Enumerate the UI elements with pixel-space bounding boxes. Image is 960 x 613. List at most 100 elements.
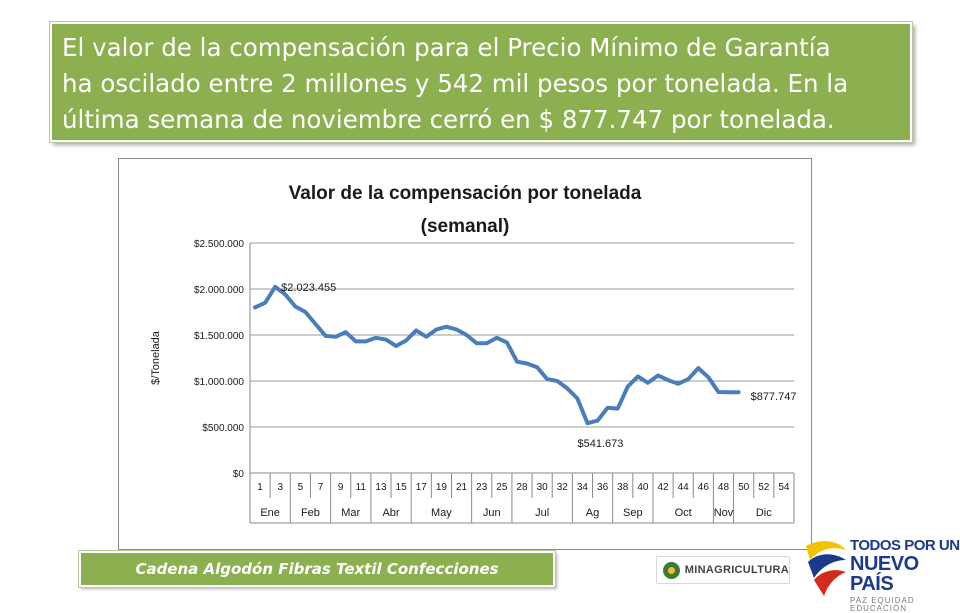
x-week-tick-label: 54	[778, 482, 790, 493]
headline-line-2: ha oscilado entre 2 millones y 542 mil p…	[62, 69, 849, 98]
series-point	[656, 374, 660, 377]
x-week-tick-label: 1	[257, 482, 263, 493]
x-week-tick-label: 40	[637, 482, 649, 493]
series-point	[284, 293, 287, 296]
x-week-tick-label: 48	[718, 482, 730, 493]
x-month-label: Jul	[535, 507, 549, 519]
x-month-label: Abr	[382, 507, 399, 519]
series-point	[525, 362, 529, 365]
x-week-tick-label: 15	[396, 482, 408, 493]
series-point	[344, 331, 347, 334]
y-tick-label: $2.500.000	[194, 239, 244, 250]
chain-footer-label: Cadena Algodón Fibras Textil Confeccione…	[135, 560, 499, 578]
chart-title-line-1: Valor de la compensación por tonelada	[289, 183, 642, 204]
x-week-tick-label: 7	[318, 482, 324, 493]
series-point	[394, 344, 398, 348]
series-point	[324, 334, 327, 338]
y-tick-label: $1.000.000	[194, 377, 244, 388]
x-week-tick-label: 34	[577, 482, 589, 493]
series-point	[404, 339, 408, 342]
x-month-label: Ene	[260, 507, 280, 519]
series-point	[606, 406, 609, 409]
x-week-tick-label: 21	[456, 482, 468, 493]
series-point	[676, 382, 680, 385]
series-point	[616, 407, 619, 410]
series-point	[475, 342, 478, 345]
x-week-tick-label: 46	[698, 482, 710, 493]
series-point	[374, 336, 378, 339]
series-point	[556, 379, 559, 383]
x-week-tick-label: 13	[375, 482, 387, 493]
x-week-tick-label: 38	[617, 482, 629, 493]
x-week-tick-label: 28	[516, 482, 528, 493]
x-week-tick-label: 52	[758, 482, 770, 493]
x-month-label: May	[431, 507, 452, 519]
x-week-tick-label: 17	[416, 482, 428, 493]
y-tick-label: $500.000	[202, 423, 244, 434]
series-point	[415, 329, 418, 332]
x-week-tick-label: 50	[738, 482, 750, 493]
x-week-tick-label: 3	[277, 482, 283, 493]
x-month-label: Mar	[341, 507, 360, 519]
x-month-label: Dic	[756, 507, 772, 519]
x-week-tick-label: 25	[496, 482, 508, 493]
series-point	[717, 390, 720, 394]
x-month-label: Sep	[623, 507, 643, 519]
x-week-tick-label: 44	[678, 482, 690, 493]
series-point	[535, 366, 539, 369]
series-point	[425, 335, 428, 339]
series-point	[687, 377, 690, 381]
series-point	[485, 342, 488, 345]
headline-line-1: El valor de la compensación para el Prec…	[62, 33, 831, 62]
series-point	[354, 340, 357, 343]
series-point	[727, 391, 730, 394]
x-month-label: Jun	[483, 507, 501, 519]
series-point	[253, 306, 257, 309]
gov-slogan-line-1: TODOS POR UN	[850, 537, 960, 554]
series-point	[314, 322, 317, 326]
series-point	[273, 285, 277, 289]
series-point	[263, 301, 267, 304]
x-week-tick-label: 42	[657, 482, 669, 493]
series-point	[304, 310, 307, 314]
series-point	[495, 336, 499, 339]
x-week-tick-label: 23	[476, 482, 488, 493]
ministry-name: MINAGRICULTURA	[684, 564, 789, 576]
series-point	[636, 375, 640, 378]
series-point	[626, 385, 629, 388]
x-month-label: Nov	[714, 507, 734, 519]
x-month-label: Ag	[586, 507, 599, 519]
data-label: $541.673	[577, 438, 623, 450]
series-point	[294, 305, 297, 308]
gov-slogan-line-3: PAZ EQUIDAD EDUCACIÓN	[850, 596, 915, 613]
series-point	[707, 376, 710, 379]
gov-slogan-line-2: NUEVO PAÍS	[850, 553, 919, 595]
series-point	[515, 360, 519, 363]
x-week-tick-label: 11	[356, 482, 367, 493]
y-tick-label: $1.500.000	[194, 331, 244, 342]
y-tick-label: $0	[233, 469, 245, 480]
headline-banner: El valor de la compensación para el Prec…	[50, 22, 912, 142]
headline-line-3: última semana de noviembre cerró en $ 87…	[62, 105, 835, 134]
chain-footer-button[interactable]: Cadena Algodón Fibras Textil Confeccione…	[79, 551, 555, 587]
ministry-seal-icon	[663, 561, 680, 579]
x-week-tick-label: 32	[557, 482, 569, 493]
series-point	[697, 366, 700, 370]
x-week-tick-label: 5	[298, 482, 304, 493]
x-month-label: Feb	[301, 507, 320, 519]
series-point	[435, 328, 438, 331]
x-month-label: Oct	[675, 507, 692, 519]
series-point	[737, 391, 740, 394]
series-point	[545, 377, 549, 381]
data-label: $877.747	[751, 391, 797, 403]
series-point	[586, 421, 589, 425]
colombia-flag-swoosh-icon	[806, 541, 846, 596]
series-point	[445, 325, 448, 328]
x-week-tick-label: 36	[597, 482, 609, 493]
minagricultura-logo: MINAGRICULTURA	[656, 556, 790, 584]
series-point	[465, 333, 468, 337]
series-point	[505, 341, 509, 344]
series-point	[384, 338, 388, 341]
series-point	[566, 387, 569, 390]
series-point	[576, 397, 579, 400]
